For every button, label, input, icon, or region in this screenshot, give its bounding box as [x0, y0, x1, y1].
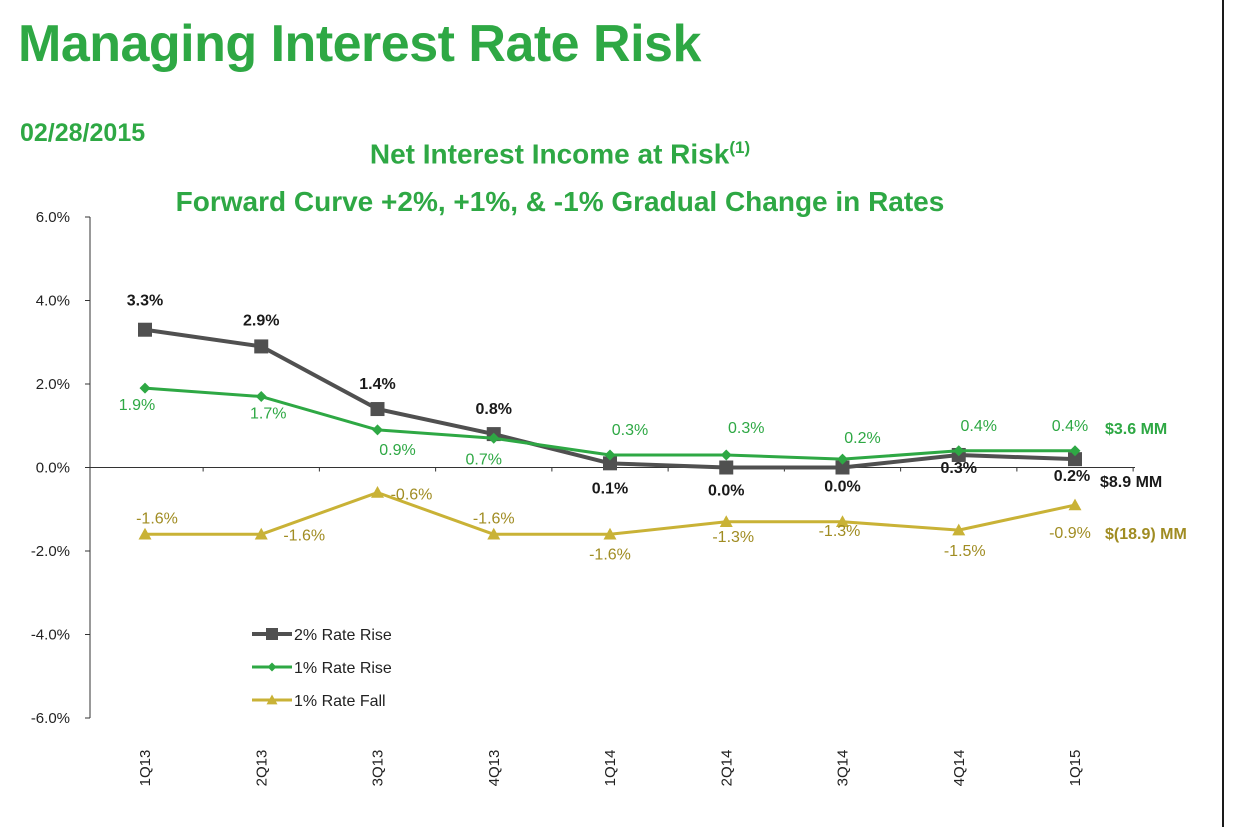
data-label: -1.5%	[944, 543, 986, 560]
x-tick-label: 4Q13	[486, 750, 503, 787]
x-tick-label: 2Q13	[253, 750, 270, 787]
data-label: 0.4%	[961, 418, 997, 435]
y-tick-label: -4.0%	[31, 627, 70, 644]
data-point	[371, 486, 384, 498]
data-label: 0.7%	[466, 451, 502, 468]
data-label: -1.6%	[589, 546, 631, 563]
x-tick-label: 2Q14	[718, 750, 735, 787]
data-label: 0.1%	[592, 480, 628, 497]
data-label: 1.4%	[359, 376, 395, 393]
data-label: 3.3%	[127, 293, 163, 310]
data-label: 2.9%	[243, 312, 279, 329]
data-label: -1.3%	[819, 523, 861, 540]
data-point	[487, 527, 501, 540]
data-point	[720, 449, 732, 461]
data-point	[255, 391, 267, 403]
data-point	[1068, 452, 1082, 467]
data-point	[603, 456, 617, 471]
report-date: 02/28/2015	[20, 119, 146, 147]
x-tick-label: 1Q13	[137, 750, 154, 787]
data-label: 0.2%	[844, 430, 880, 447]
data-point	[837, 453, 848, 465]
x-tick-label: 3Q13	[370, 750, 387, 787]
data-point	[719, 460, 734, 475]
data-point	[370, 402, 385, 417]
data-point	[604, 449, 616, 461]
y-tick-label: 6.0%	[36, 209, 70, 226]
data-label: 0.4%	[1052, 418, 1088, 435]
data-label: -1.6%	[473, 510, 515, 527]
chart-title-text: Net Interest Income at Risk	[369, 138, 730, 170]
data-point	[372, 424, 383, 436]
data-point	[835, 460, 850, 475]
x-tick-label: 3Q14	[835, 750, 852, 787]
data-label: 1.7%	[250, 406, 286, 423]
data-point	[952, 523, 966, 536]
data-label: 0.0%	[708, 483, 744, 500]
y-tick-label: 0.0%	[36, 460, 70, 477]
legend-marker	[266, 694, 278, 705]
series-end-annotation: $3.6 MM	[1105, 421, 1167, 438]
data-label: 0.8%	[476, 401, 512, 418]
legend-label: 1% Rate Rise	[294, 660, 392, 677]
data-point	[138, 322, 152, 337]
data-label: 0.2%	[1054, 468, 1090, 485]
data-label: 0.3%	[941, 460, 977, 477]
y-tick-label: 2.0%	[36, 376, 70, 393]
data-label: 0.9%	[379, 442, 415, 459]
legend-marker	[266, 628, 278, 640]
x-tick-label: 1Q14	[602, 750, 619, 787]
y-tick-label: -6.0%	[31, 710, 70, 727]
x-tick-label: 4Q14	[951, 750, 968, 787]
data-point	[254, 527, 268, 540]
data-label: 0.0%	[824, 479, 860, 496]
data-point	[719, 515, 733, 527]
page-border	[1222, 0, 1224, 827]
data-label: -1.6%	[136, 510, 178, 527]
data-point	[1068, 498, 1082, 511]
chart-subtitle: Forward Curve +2%, +1%, & -1% Gradual Ch…	[175, 186, 945, 217]
page-title: Managing Interest Rate Risk	[18, 15, 701, 73]
data-point	[1069, 445, 1081, 457]
data-point	[603, 527, 617, 540]
data-label: -0.6%	[391, 487, 433, 504]
x-tick-label: 1Q15	[1067, 750, 1084, 787]
data-point	[254, 339, 269, 354]
data-label: 1.9%	[119, 397, 155, 414]
y-tick-label: -2.0%	[31, 543, 70, 560]
data-point	[138, 527, 152, 540]
data-label: -1.6%	[283, 527, 325, 544]
data-point	[836, 515, 849, 527]
legend-label: 2% Rate Rise	[294, 627, 392, 644]
series-line-1	[144, 386, 1075, 461]
y-tick-label: 4.0%	[36, 293, 70, 310]
legend-marker	[267, 662, 277, 672]
data-label: 0.3%	[728, 420, 764, 437]
chart-title: Net Interest Income at Risk(1)	[0, 138, 1120, 170]
data-label: 0.3%	[612, 422, 648, 439]
chart-title-footnote: (1)	[729, 138, 751, 157]
series-end-annotation: $(18.9) MM	[1105, 526, 1187, 543]
data-point	[953, 445, 965, 457]
series-end-annotation: $8.9 MM	[1100, 474, 1162, 491]
legend-label: 1% Rate Fall	[294, 693, 386, 710]
data-point	[139, 382, 151, 394]
data-label: -1.3%	[712, 529, 754, 546]
series-line-0	[144, 327, 1076, 470]
data-label: -0.9%	[1049, 525, 1091, 542]
data-point	[488, 432, 500, 444]
